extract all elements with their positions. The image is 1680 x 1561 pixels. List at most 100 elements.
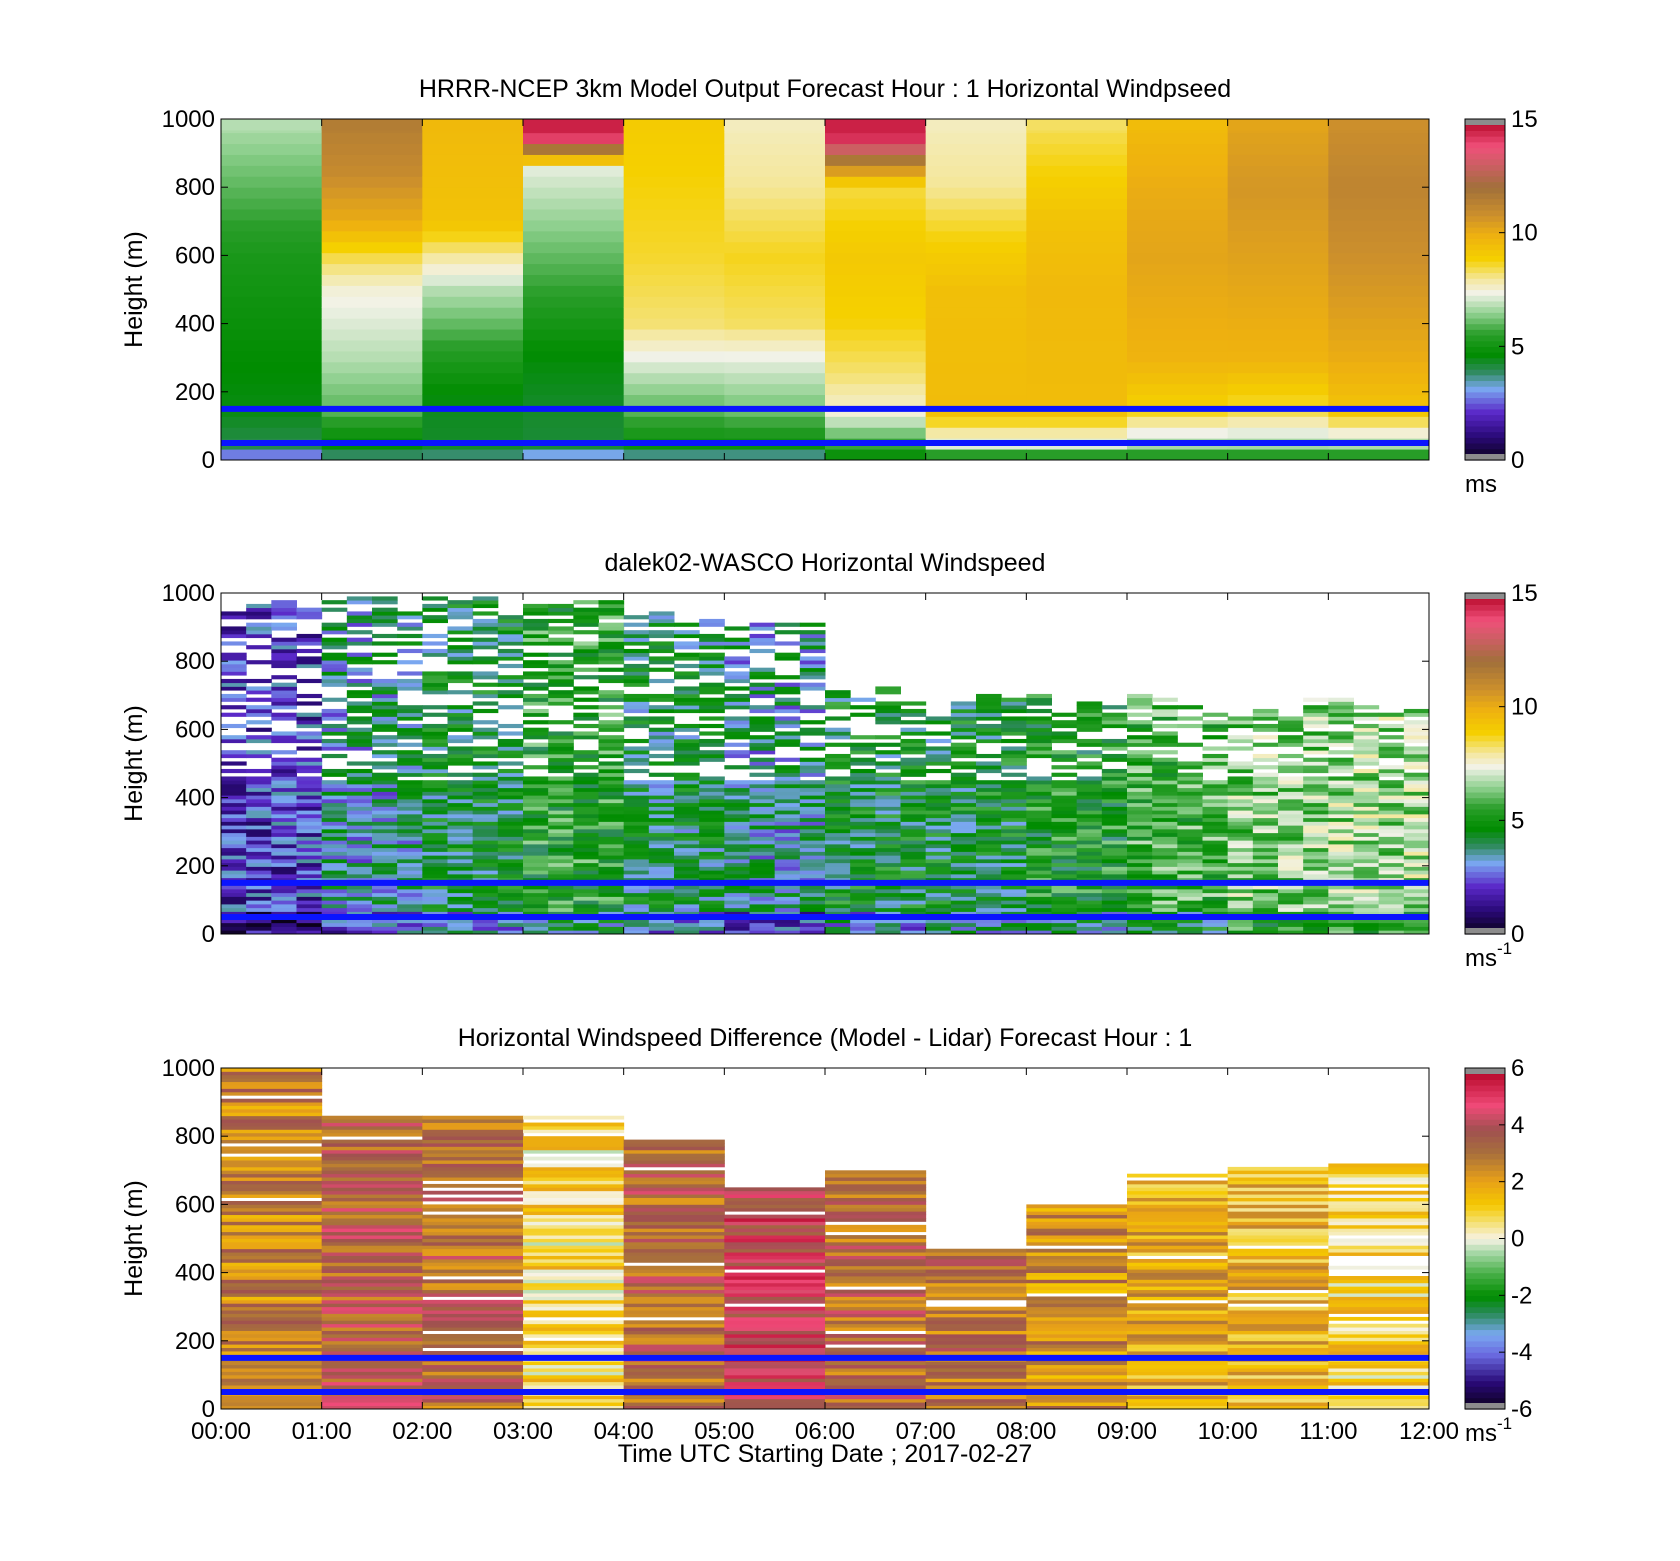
heatmap-cell [724,663,750,669]
heatmap-cell [1328,252,1430,265]
heatmap-cell [221,1071,323,1076]
heatmap-cell [221,1258,323,1263]
heatmap-cell [221,1156,323,1161]
heatmap-cell [1403,922,1430,927]
heatmap-cell [724,1289,826,1294]
heatmap-cell [221,843,247,849]
heatmap-cell [321,1279,423,1284]
heatmap-cell [296,877,323,882]
heatmap-cell [497,836,524,841]
heatmap-cell [1202,817,1229,822]
heatmap-cell [422,1170,524,1175]
heatmap-cell [1278,877,1304,882]
heatmap-cell [1328,198,1430,210]
heatmap-cell [497,798,524,804]
heatmap-cell [699,911,725,916]
colorbar-tick-label: 15 [1511,106,1538,133]
heatmap-cell [724,795,750,800]
heatmap-cell [825,787,851,792]
heatmap-cell [523,318,625,330]
heatmap-cell [925,132,1027,145]
heatmap-cell [321,716,348,721]
heatmap-cell [699,866,725,871]
heatmap-cell [321,870,348,875]
heatmap-cell [825,918,851,924]
heatmap-cell [422,705,448,710]
heatmap-cell [1353,858,1380,864]
heatmap-cell [296,918,323,924]
heatmap-cell [346,787,373,792]
heatmap-cell [422,198,524,210]
heatmap-cell [1177,705,1203,710]
heatmap-cell [523,1194,625,1198]
heatmap-cell [623,1351,725,1355]
heatmap-cell [422,1197,524,1202]
heatmap-cell [1051,720,1078,725]
heatmap-cell [1328,230,1430,243]
heatmap-cell [1227,1272,1329,1277]
heatmap-cell [271,873,297,879]
heatmap-cell [296,885,323,890]
heatmap-cell [1202,888,1229,894]
heatmap-cell [221,1361,323,1366]
heatmap-cell [221,1125,323,1130]
heatmap-cell [1303,862,1329,867]
heatmap-cell [623,1153,725,1158]
heatmap-cell [321,383,423,396]
heatmap-cell [523,731,549,736]
heatmap-cell [573,705,599,710]
heatmap-cell [221,230,323,243]
heatmap-cell [1026,840,1052,845]
heatmap-cell [774,877,801,882]
heatmap-cell [950,761,977,766]
heatmap-cell [724,449,826,461]
heatmap-cell [472,596,499,601]
heatmap-cell [1152,813,1178,819]
heatmap-cell [1252,780,1279,785]
heatmap-cell [1026,720,1052,725]
heatmap-cell [1001,870,1027,875]
heatmap-cell [1303,791,1329,796]
heatmap-cell [1202,746,1229,751]
heatmap-cell [1252,847,1279,852]
heatmap-cell [850,817,876,822]
heatmap-cell [925,1262,1027,1267]
heatmap-cell [1303,922,1329,927]
heatmap-cell [1227,1313,1329,1318]
heatmap-cell [523,855,549,860]
heatmap-cell [749,802,776,807]
heatmap-cell [623,855,650,860]
heatmap-cell [271,892,297,897]
heatmap-cell [976,825,1002,830]
heatmap-cell [1026,828,1052,834]
heatmap-cell [321,1344,423,1349]
heatmap-cell [548,671,574,676]
heatmap-cell [1252,765,1279,770]
heatmap-cell [950,802,977,807]
heatmap-cell [1252,828,1279,834]
heatmap-cell [271,765,297,770]
heatmap-cell [1127,1183,1229,1188]
heatmap-cell [1152,843,1178,849]
heatmap-cell [221,858,247,864]
heatmap-cell [925,1296,1027,1301]
heatmap-cell [346,855,373,860]
heatmap-cell [472,903,499,909]
heatmap-cell [1328,1286,1430,1291]
colorbar-swatch [1465,175,1505,183]
heatmap-cell [1127,772,1153,777]
heatmap-cell [523,1166,625,1171]
heatmap-cell [523,449,625,461]
heatmap-cell [321,1385,423,1389]
heatmap-cell [1026,1330,1128,1335]
heatmap-cell [598,843,625,849]
heatmap-cell [246,851,272,856]
heatmap-cell [296,888,323,894]
heatmap-cell [1127,1303,1229,1308]
colorbar-swatch [1465,1079,1505,1086]
heatmap-cell [1303,802,1329,807]
colorbar-swatch [1465,431,1505,438]
heatmap-cell [447,828,474,834]
heatmap-cell [221,1088,323,1093]
heatmap-cell [1026,873,1052,879]
